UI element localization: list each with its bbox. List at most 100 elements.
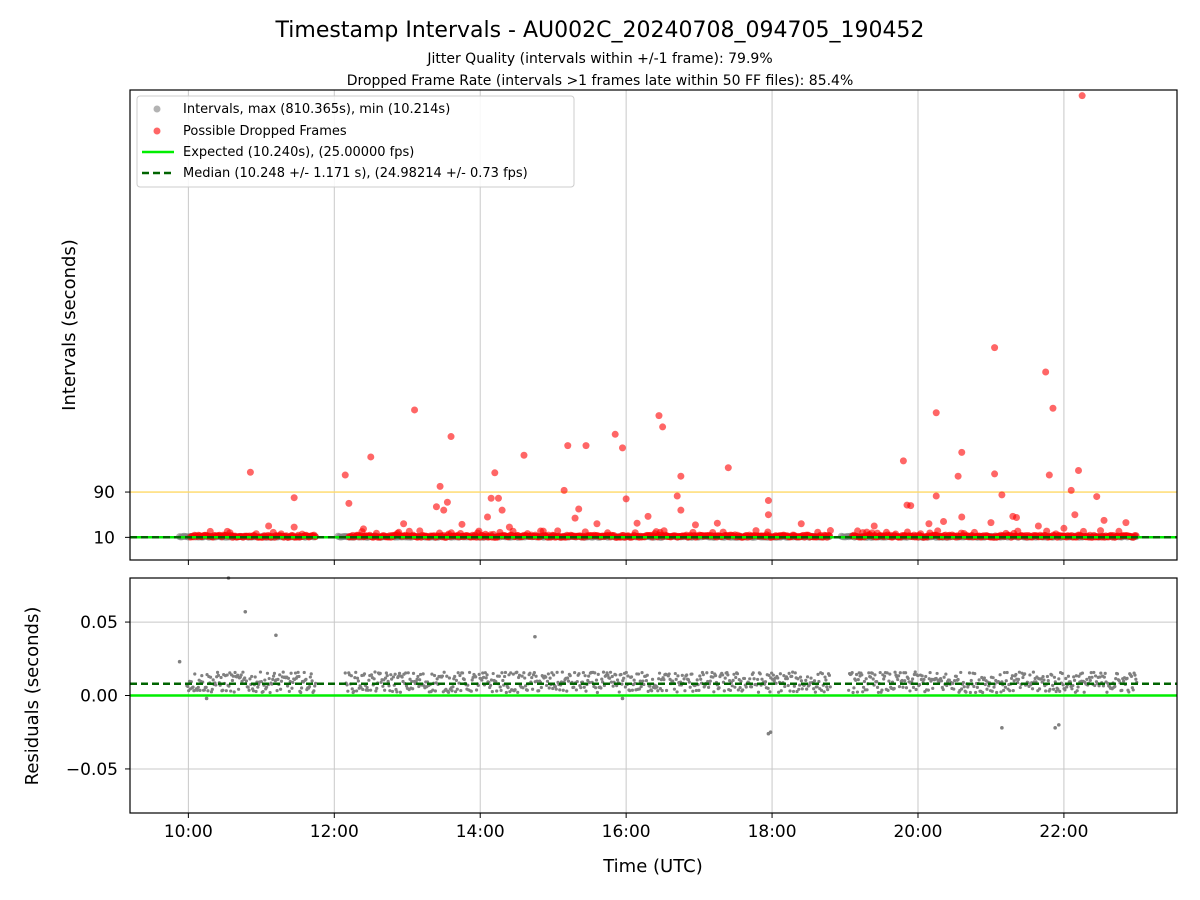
residual-point [521,686,525,690]
residual-point [904,686,909,690]
dropped-frame-point [826,527,834,535]
dropped-frame-point [560,486,568,494]
dropped-frame-point [1042,368,1050,376]
residual-point [777,690,781,694]
dropped-frame-point [659,423,667,431]
residual-point [483,671,487,675]
residual-point [952,687,956,691]
residual-point [800,687,804,691]
residual-point [791,670,795,674]
residual-point [927,677,931,681]
residual-point [372,677,376,681]
residual-point [854,678,858,682]
residual-point [735,672,740,676]
dropped-frame-point [991,344,999,352]
dropped-frame-point [443,498,451,506]
residuals-xtick-label: 16:00 [602,822,651,842]
residual-point [606,673,610,677]
residual-point [596,672,600,676]
residual-point [1075,689,1079,693]
residual-point [555,670,559,674]
residual-point [548,676,552,680]
residual-point [717,686,721,690]
residual-point [383,676,388,680]
residual-point [515,670,519,674]
residual-point [967,671,972,675]
residual-point [256,685,260,689]
residual-point [435,677,439,681]
residual-point [791,689,796,694]
residual-point [691,689,695,693]
residual-point [497,674,501,678]
residual-point [798,675,803,679]
residual-point [528,671,532,675]
residual-point [1074,674,1078,678]
dropped-frame-point [932,409,940,417]
residual-point [1010,674,1014,678]
residual-point [241,670,245,674]
residual-point [641,679,645,683]
residual-point [1016,677,1021,682]
residual-point [394,687,398,692]
residual-point [975,685,979,689]
residual-point [215,670,220,674]
residual-point [457,681,461,685]
residual-point [290,686,294,690]
residual-point [587,680,592,685]
residual-point [343,671,347,675]
residual-point [1008,689,1012,693]
residual-point [1076,685,1080,689]
residual-point [763,680,768,684]
residual-point [411,687,415,691]
residual-point [1099,671,1103,675]
residual-point [903,679,907,683]
residual-point [632,678,636,682]
residual-point [1044,689,1048,693]
residual-point [530,675,534,680]
residual-point [961,680,965,685]
residual-point [875,680,879,684]
residual-point [491,671,495,676]
residual-point [574,688,578,692]
legend-label-median: Median (10.248 +/- 1.171 s), (24.98214 +… [183,166,528,181]
residual-point [366,688,370,692]
residual-point [378,671,382,675]
residual-point [450,689,454,693]
intervals-ylabel: Intervals (seconds) [59,239,80,411]
residual-point [1011,688,1015,693]
dropped-frame-point [618,444,626,452]
residual-point [1106,681,1110,685]
intervals-panel: 10 90 Intervals (seconds) Intervals, max … [59,89,1178,565]
dropped-frame-point [611,430,619,438]
residual-point [608,676,612,680]
residual-point [1005,670,1009,675]
residual-point [813,690,818,694]
residual-point [600,677,604,681]
residual-point [279,679,284,683]
residual-point [480,678,484,682]
residual-point [1071,683,1075,688]
residual-point [225,673,229,677]
residual-point [577,672,581,676]
dropped-frame-point [520,451,528,459]
residual-point [870,671,874,675]
residual-point [440,674,445,678]
residual-point [1028,673,1032,677]
residual-point [690,672,694,676]
residual-point [289,671,293,675]
residual-point [263,678,267,682]
residual-point [495,689,499,693]
residual-point [460,671,465,675]
residual-point [1088,678,1092,682]
residual-point [824,678,828,682]
dropped-frame-point [724,464,732,472]
residual-point [490,690,494,694]
residual-point [296,670,300,674]
residual-point [350,687,354,691]
residual-point [232,690,236,694]
residual-point [272,671,277,675]
residual-point [620,682,624,686]
residual-point [356,679,360,683]
residual-point [456,671,460,675]
residual-point [365,685,369,690]
